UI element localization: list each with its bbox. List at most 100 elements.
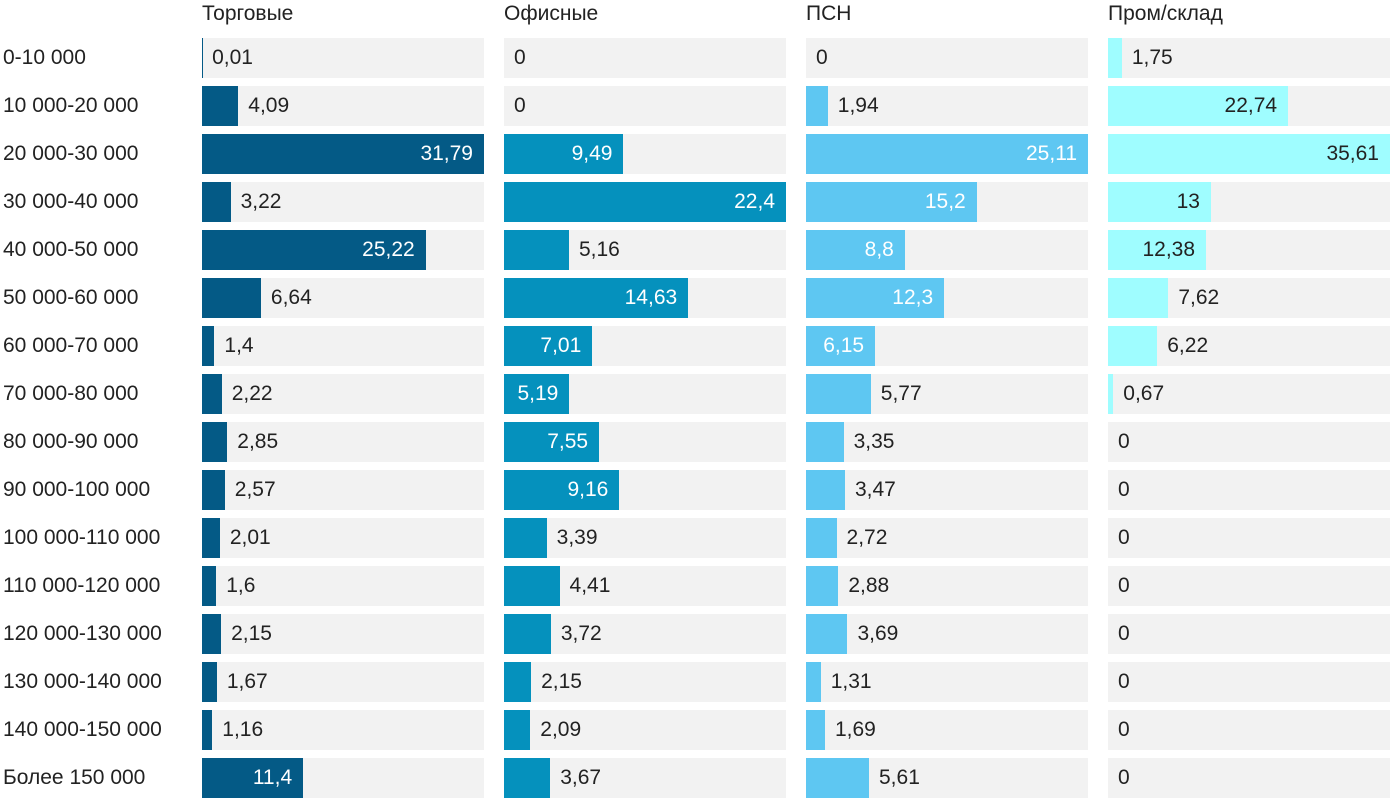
data-label: 22,74 [1224, 94, 1278, 117]
bar [1108, 278, 1169, 318]
bar [806, 134, 1088, 174]
bar-track: 9,49 [504, 134, 786, 174]
data-label: 3,69 [857, 622, 899, 645]
data-label: 7,55 [547, 430, 589, 453]
data-label: 9,16 [567, 478, 609, 501]
bar-track: 0 [1108, 710, 1390, 750]
bar [504, 614, 551, 654]
bar [806, 518, 837, 558]
bar [806, 182, 977, 222]
data-label: 11,4 [252, 766, 293, 789]
bar-track: 8,8 [806, 230, 1088, 270]
bar-track: 1,4 [202, 326, 484, 366]
category-label: 110 000-120 000 [3, 574, 161, 597]
category-label: 130 000-140 000 [3, 670, 162, 693]
category-label: 20 000-30 000 [3, 142, 139, 165]
data-label: 3,67 [560, 766, 602, 789]
category-label: 50 000-60 000 [3, 286, 139, 309]
bar-track: 6,22 [1108, 326, 1390, 366]
panel-title: Пром/склад [1108, 2, 1223, 25]
data-label: 0,01 [212, 46, 253, 69]
bar-track: 13 [1108, 182, 1390, 222]
bar [202, 566, 217, 606]
panel-title: Торговые [202, 2, 294, 25]
data-label: 0 [1118, 430, 1130, 453]
bar [504, 278, 689, 318]
data-label: 3,22 [240, 190, 282, 213]
category-label: 70 000-80 000 [3, 382, 139, 405]
category-label: 100 000-110 000 [3, 526, 161, 549]
bar [806, 566, 839, 606]
bar-track: 25,11 [806, 134, 1088, 174]
bar [806, 278, 945, 318]
data-label: 2,85 [237, 430, 279, 453]
bar-track: 2,22 [202, 374, 484, 414]
bar-track: 0 [1108, 470, 1390, 510]
category-label: 30 000-40 000 [3, 190, 139, 213]
bar-track: 1,67 [202, 662, 484, 702]
bar [202, 134, 484, 174]
bar [806, 422, 844, 462]
bar [202, 230, 426, 270]
bar-track: 12,38 [1108, 230, 1390, 270]
bar-track: 2,09 [504, 710, 786, 750]
bar [806, 470, 845, 510]
bar-track: 2,85 [202, 422, 484, 462]
data-label: 0,67 [1123, 382, 1165, 405]
bar [1108, 86, 1289, 126]
panel-title: Офисные [504, 2, 599, 25]
bar-track: 3,35 [806, 422, 1088, 462]
panel-title: ПСН [806, 2, 852, 25]
data-label: 12,38 [1142, 238, 1196, 261]
bar [504, 710, 531, 750]
data-label: 3,35 [853, 430, 895, 453]
bar [202, 422, 228, 462]
data-label: 1,4 [224, 334, 254, 357]
bar-track: 2,57 [202, 470, 484, 510]
bar [806, 662, 821, 702]
data-label: 5,19 [517, 382, 559, 405]
category-label: 90 000-100 000 [3, 478, 151, 501]
data-label: 9,49 [571, 142, 613, 165]
data-label: 0 [1118, 526, 1130, 549]
data-label: 4,09 [248, 94, 290, 117]
bar-track: 22,4 [504, 182, 786, 222]
data-label: 2,57 [234, 478, 276, 501]
category-label: Более 150 000 [3, 766, 146, 789]
data-label: 3,39 [556, 526, 598, 549]
bar-track: 0,67 [1108, 374, 1390, 414]
bar-track: 0 [1108, 518, 1390, 558]
bar [1108, 134, 1390, 174]
bar [202, 710, 213, 750]
bar-track: 7,62 [1108, 278, 1390, 318]
bar-track: 0 [1108, 566, 1390, 606]
bar [202, 662, 217, 702]
data-label: 6,15 [823, 334, 865, 357]
bar-track: 0 [1108, 422, 1390, 462]
bar [806, 230, 905, 270]
bar [504, 374, 570, 414]
data-label: 0 [1118, 478, 1130, 501]
bar-track: 1,94 [806, 86, 1088, 126]
bar [202, 182, 231, 222]
data-label: 5,77 [880, 382, 922, 405]
bar-track: 2,88 [806, 566, 1088, 606]
bar-track: 9,16 [504, 470, 786, 510]
bar-track: 2,01 [202, 518, 484, 558]
data-label: 7,62 [1178, 286, 1220, 309]
bar-track: 4,09 [202, 86, 484, 126]
data-label: 25,11 [1026, 142, 1077, 165]
data-label: 5,61 [879, 766, 920, 789]
bar [504, 758, 551, 798]
bar [504, 518, 547, 558]
data-label: 25,22 [362, 238, 415, 261]
bar-track: 7,01 [504, 326, 786, 366]
bar-track: 2,15 [504, 662, 786, 702]
data-label: 2,72 [846, 526, 888, 549]
bar [504, 182, 786, 222]
bar-track: 31,79 [202, 134, 484, 174]
bar-track: 7,55 [504, 422, 786, 462]
bar-track: 3,39 [504, 518, 786, 558]
bar-track: 1,69 [806, 710, 1088, 750]
data-label: 0 [1118, 766, 1130, 789]
